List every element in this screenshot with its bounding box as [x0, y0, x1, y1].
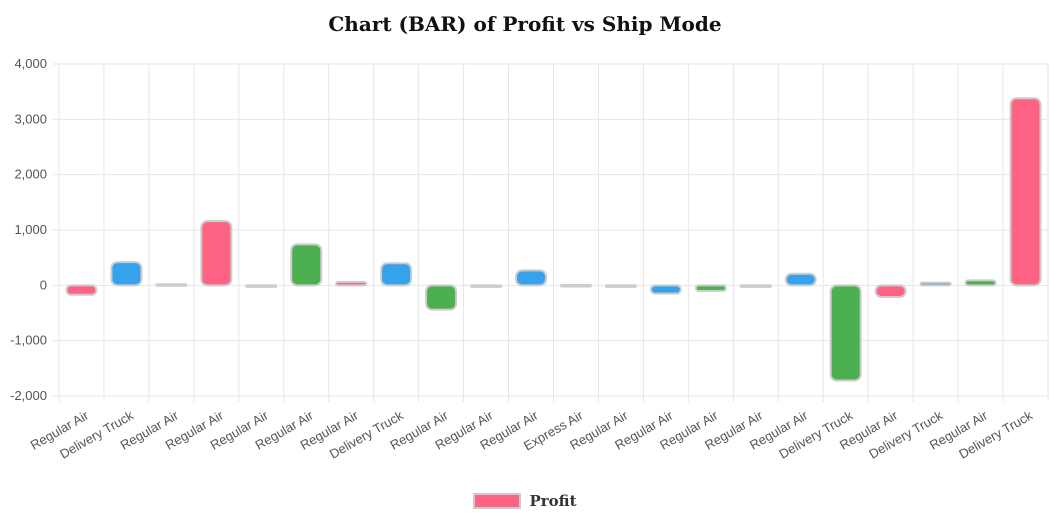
bar	[694, 284, 727, 292]
bar	[784, 272, 817, 287]
y-tick-label: 4,000	[14, 56, 47, 71]
bar	[874, 284, 907, 298]
bar	[155, 283, 188, 287]
y-tick-label: -1,000	[10, 333, 47, 348]
bar	[200, 220, 233, 287]
bar	[515, 269, 548, 287]
bar	[1009, 97, 1042, 287]
bar	[110, 261, 143, 287]
legend-swatch-profit	[473, 493, 522, 509]
bar	[829, 284, 862, 382]
bar	[335, 281, 368, 287]
y-tick-label: 0	[40, 277, 47, 292]
y-tick-label: -2,000	[10, 388, 47, 403]
y-tick-label: 2,000	[14, 167, 47, 182]
bar	[649, 284, 682, 295]
chart-title: Chart (BAR) of Profit vs Ship Mode	[328, 12, 722, 36]
y-tick-label: 3,000	[14, 111, 47, 126]
legend-label-profit: Profit	[529, 492, 577, 510]
bar	[604, 284, 637, 288]
bar	[964, 279, 997, 287]
bar	[290, 243, 323, 287]
bar	[65, 284, 98, 296]
bar	[470, 284, 503, 288]
y-tick-label: 1,000	[14, 222, 47, 237]
bar	[919, 281, 952, 287]
bar	[739, 284, 772, 288]
legend[interactable]: Profit	[0, 492, 1050, 510]
bar	[425, 284, 458, 311]
bar	[245, 284, 278, 288]
bar	[380, 262, 413, 287]
bar	[559, 284, 592, 288]
